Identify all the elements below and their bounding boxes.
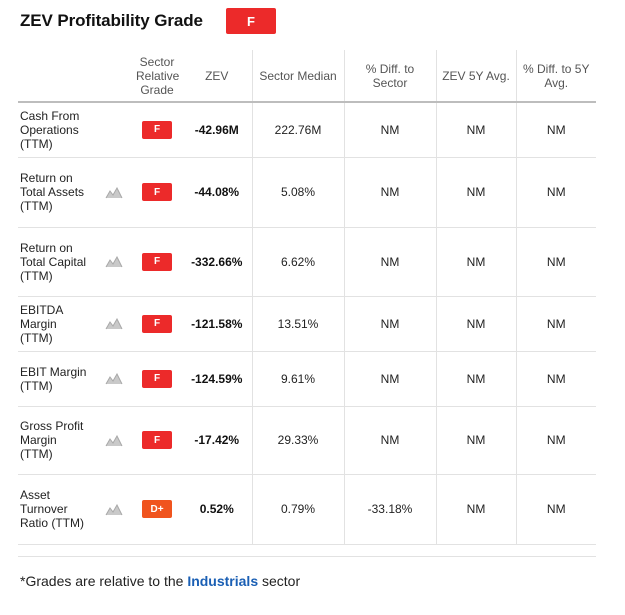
grade-badge: D+ xyxy=(142,500,172,518)
diff-to-5y-avg-value: NM xyxy=(516,227,596,297)
chart-cell[interactable] xyxy=(96,351,132,407)
diff-to-sector-value: NM xyxy=(344,157,437,228)
metric-name: Gross Profit Margin (TTM) xyxy=(18,406,96,475)
metric-name: EBITDA Margin (TTM) xyxy=(18,296,96,352)
diff-to-5y-avg-value: NM xyxy=(516,102,596,158)
footnote-prefix: *Grades are relative to the xyxy=(20,573,188,589)
table-row: Return on Total Assets (TTM) F -44.08% 5.08… xyxy=(18,157,596,228)
grade-cell: F xyxy=(132,296,182,352)
zev-value: -42.96M xyxy=(182,102,253,158)
metric-name: Return on Total Capital (TTM) xyxy=(18,227,96,297)
table-row: Gross Profit Margin (TTM) F -17.42% 29.33% N… xyxy=(18,406,596,475)
chart-icon[interactable] xyxy=(105,373,123,385)
page-title: ZEV Profitability Grade xyxy=(20,11,203,30)
chart-icon[interactable] xyxy=(105,503,123,516)
diff-to-sector-value: NM xyxy=(344,406,437,475)
footnote: *Grades are relative to the Industrials … xyxy=(20,573,300,589)
zev-value: -17.42% xyxy=(182,406,253,475)
zev-value: 0.52% xyxy=(182,474,253,545)
grade-cell: F xyxy=(132,102,182,158)
diff-to-sector-value: NM xyxy=(344,102,437,158)
chart-icon[interactable] xyxy=(105,256,123,268)
zev-5y-avg-value: NM xyxy=(436,351,517,407)
table-row: Cash From Operations (TTM) F -42.96M 222.76… xyxy=(18,102,596,158)
diff-to-5y-avg-value: NM xyxy=(516,474,596,545)
zev-5y-avg-value: NM xyxy=(436,102,517,158)
overall-grade-badge: F xyxy=(226,8,276,34)
grade-badge: F xyxy=(142,252,172,271)
chart-icon[interactable] xyxy=(105,186,123,199)
diff-to-5y-avg-value: NM xyxy=(516,351,596,407)
chart-cell[interactable] xyxy=(96,296,132,352)
table-row: Return on Total Capital (TTM) F -332.66% 6.… xyxy=(18,227,596,297)
sector-link[interactable]: Industrials xyxy=(187,573,259,589)
diff-to-sector-value: -33.18% xyxy=(344,474,437,545)
grade-badge: F xyxy=(142,120,172,139)
header-diff-to-5y-avg: % Diff. to 5Y Avg. xyxy=(516,50,596,103)
chart-cell[interactable] xyxy=(96,474,132,545)
zev-5y-avg-value: NM xyxy=(436,474,517,545)
zev-value: -124.59% xyxy=(182,351,253,407)
header: ZEV Profitability Grade xyxy=(20,8,203,34)
zev-5y-avg-value: NM xyxy=(436,406,517,475)
metric-name: Return on Total Assets (TTM) xyxy=(18,157,96,228)
header-sector-median: Sector Median xyxy=(252,50,345,103)
header-sector-relative-grade: Sector Relative Grade xyxy=(132,50,182,103)
grade-badge: F xyxy=(142,183,172,201)
sector-median-value: 6.62% xyxy=(252,227,345,297)
diff-to-sector-value: NM xyxy=(344,296,437,352)
zev-5y-avg-value: NM xyxy=(436,227,517,297)
grade-cell: F xyxy=(132,157,182,228)
chart-cell[interactable] xyxy=(96,227,132,297)
grade-cell: F xyxy=(132,406,182,475)
zev-5y-avg-value: NM xyxy=(436,296,517,352)
zev-5y-avg-value: NM xyxy=(436,157,517,228)
chart-icon[interactable] xyxy=(105,318,123,330)
metric-name: EBIT Margin (TTM) xyxy=(18,351,96,407)
profitability-table: Sector Relative Grade ZEV Sector Median … xyxy=(18,50,596,545)
header-metric xyxy=(18,50,96,103)
diff-to-5y-avg-value: NM xyxy=(516,406,596,475)
chart-icon[interactable] xyxy=(105,434,123,447)
sector-median-value: 5.08% xyxy=(252,157,345,228)
footnote-suffix: sector xyxy=(258,573,301,589)
zev-value: -44.08% xyxy=(182,157,253,228)
chart-cell xyxy=(96,102,132,158)
sector-median-value: 222.76M xyxy=(252,102,345,158)
header-zev: ZEV xyxy=(182,50,253,103)
diff-to-5y-avg-value: NM xyxy=(516,296,596,352)
header-chart xyxy=(96,50,132,103)
table-header-row: Sector Relative Grade ZEV Sector Median … xyxy=(18,50,596,103)
grade-cell: D+ xyxy=(132,474,182,545)
metric-name: Cash From Operations (TTM) xyxy=(18,102,96,158)
grade-cell: F xyxy=(132,227,182,297)
diff-to-sector-value: NM xyxy=(344,351,437,407)
sector-median-value: 0.79% xyxy=(252,474,345,545)
sector-median-value: 29.33% xyxy=(252,406,345,475)
table-row: EBIT Margin (TTM) F -124.59% 9.61% NM NM NM xyxy=(18,351,596,407)
chart-cell[interactable] xyxy=(96,157,132,228)
header-diff-to-sector: % Diff. to Sector xyxy=(344,50,437,103)
divider xyxy=(18,556,596,557)
grade-badge: F xyxy=(142,431,172,449)
grade-badge: F xyxy=(142,314,172,333)
diff-to-5y-avg-value: NM xyxy=(516,157,596,228)
grade-badge: F xyxy=(142,369,172,388)
zev-value: -332.66% xyxy=(182,227,253,297)
sector-median-value: 13.51% xyxy=(252,296,345,352)
table-row: EBITDA Margin (TTM) F -121.58% 13.51% NM NM NM xyxy=(18,296,596,352)
metric-name: Asset Turnover Ratio (TTM) xyxy=(18,474,96,545)
grade-cell: F xyxy=(132,351,182,407)
chart-cell[interactable] xyxy=(96,406,132,475)
header-zev-5y-avg: ZEV 5Y Avg. xyxy=(436,50,517,103)
sector-median-value: 9.61% xyxy=(252,351,345,407)
table-row: Asset Turnover Ratio (TTM) D+ 0.52% 0.79% -3… xyxy=(18,474,596,545)
diff-to-sector-value: NM xyxy=(344,227,437,297)
zev-value: -121.58% xyxy=(182,296,253,352)
